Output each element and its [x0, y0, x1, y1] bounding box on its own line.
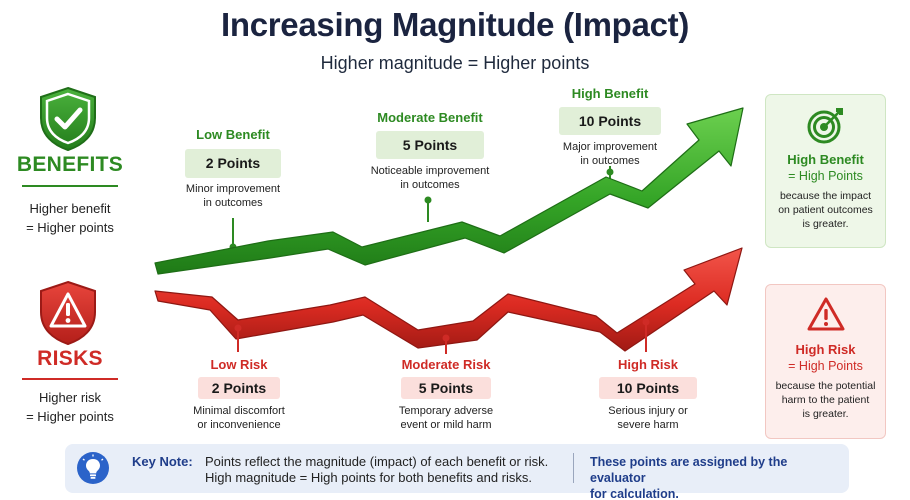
page-subtitle: Higher magnitude = Higher points	[320, 53, 590, 73]
summary-desc-line2: harm to the patient	[781, 394, 870, 406]
level-desc-line2: in outcomes	[580, 155, 640, 167]
level-name: Low Benefit	[196, 127, 270, 142]
summary-sub: = High Points	[788, 359, 863, 373]
benefits-desc-line1: Higher benefit	[29, 201, 111, 216]
risk-leaders	[234, 318, 650, 354]
summary-title: High Benefit	[787, 152, 864, 167]
benefits-desc-line2: = Higher points	[26, 220, 114, 235]
high-benefit-summary: High Benefit = High Points because the i…	[765, 94, 886, 248]
note-key-label: Key Note:	[132, 454, 193, 469]
level-name: Moderate Benefit	[377, 110, 483, 125]
risks-desc: Higher risk = Higher points	[6, 388, 134, 426]
level-desc-line1: Minor improvement	[185, 183, 281, 195]
risk-level-moderate: Moderate Risk 5 Points Temporary adverse…	[371, 357, 521, 432]
note-right-line2: for calculation.	[590, 487, 679, 500]
level-name: Low Risk	[210, 357, 268, 372]
high-risk-summary: High Risk = High Points because the pote…	[765, 284, 886, 439]
summary-desc-line1: because the impact	[779, 190, 872, 202]
level-desc-line1: Temporary adverse	[398, 405, 494, 417]
level-desc: Major improvement in outcomes	[545, 140, 675, 168]
summary-desc-line2: on patient outcomes	[778, 204, 873, 216]
level-desc: Minor improvement in outcomes	[162, 182, 304, 210]
points-pill: 10 Points	[598, 377, 698, 399]
summary-desc: because the impact on patient outcomes i…	[766, 189, 885, 231]
benefit-arrow	[154, 107, 744, 275]
summary-desc-line3: is greater.	[802, 408, 849, 420]
benefit-level-moderate: Moderate Benefit 5 Points Noticeable imp…	[355, 110, 505, 192]
benefit-level-high: High Benefit 10 Points Major improvement…	[545, 86, 675, 168]
note-line2: High magnitude = High points for both be…	[205, 470, 532, 485]
points-pill: 5 Points	[400, 377, 492, 399]
summary-title: High Risk	[795, 342, 856, 357]
risk-level-high: High Risk 10 Points Serious injury or se…	[578, 357, 718, 432]
note-divider	[573, 453, 574, 483]
level-desc-line1: Noticeable improvement	[370, 165, 490, 177]
risks-desc-line2: = Higher points	[26, 409, 114, 424]
level-desc: Noticeable improvement in outcomes	[355, 164, 505, 192]
warning-shield-icon	[37, 280, 99, 346]
note-evaluator: These points are assigned by the evaluat…	[590, 454, 840, 500]
level-desc: Minimal discomfort or inconvenience	[168, 404, 310, 432]
level-desc-line1: Major improvement	[562, 141, 658, 153]
risks-rule	[22, 378, 118, 380]
level-desc: Temporary adverse event or mild harm	[371, 404, 521, 432]
summary-desc-line1: because the potential	[775, 380, 876, 392]
level-desc-line2: event or mild harm	[400, 419, 492, 431]
level-desc-line1: Minimal discomfort	[193, 405, 285, 417]
benefits-desc: Higher benefit = Higher points	[6, 199, 134, 237]
risks-desc-line1: Higher risk	[38, 390, 102, 405]
level-desc: Serious injury or severe harm	[578, 404, 718, 432]
note-line1: Points reflect the magnitude (impact) of…	[205, 454, 549, 469]
warning-icon	[807, 297, 844, 331]
shield-check-icon	[37, 86, 99, 152]
risk-arrow	[154, 247, 743, 352]
benefits-label: BENEFITS	[16, 153, 124, 176]
summary-sub: = High Points	[788, 169, 863, 183]
level-desc-line2: severe harm	[617, 419, 679, 431]
summary-desc: because the potential harm to the patien…	[766, 379, 885, 421]
note-body: Points reflect the magnitude (impact) of…	[205, 454, 565, 486]
points-pill: 2 Points	[197, 377, 281, 399]
key-note: Key Note: Points reflect the magnitude (…	[65, 444, 849, 500]
summary-desc-line3: is greater.	[802, 218, 849, 230]
points-pill: 5 Points	[375, 131, 485, 159]
target-icon	[807, 108, 843, 144]
level-desc-line2: in outcomes	[203, 197, 263, 209]
lightbulb-icon	[77, 452, 109, 484]
level-desc-line2: or inconvenience	[197, 419, 281, 431]
benefit-level-low: Low Benefit 2 Points Minor improvement i…	[162, 127, 304, 210]
page-title: Increasing Magnitude (Impact)	[220, 6, 690, 43]
level-name: Moderate Risk	[401, 357, 491, 372]
points-pill: 2 Points	[184, 149, 282, 178]
risk-level-low: Low Risk 2 Points Minimal discomfort or …	[168, 357, 310, 432]
points-pill: 10 Points	[558, 107, 662, 135]
benefits-rule	[22, 185, 118, 187]
level-name: High Benefit	[571, 86, 649, 101]
note-right-line1: These points are assigned by the evaluat…	[590, 455, 788, 485]
risks-label: RISKS	[37, 347, 103, 370]
level-desc-line2: in outcomes	[400, 179, 460, 191]
level-name: High Risk	[618, 357, 678, 372]
level-desc-line1: Serious injury or	[608, 405, 688, 417]
